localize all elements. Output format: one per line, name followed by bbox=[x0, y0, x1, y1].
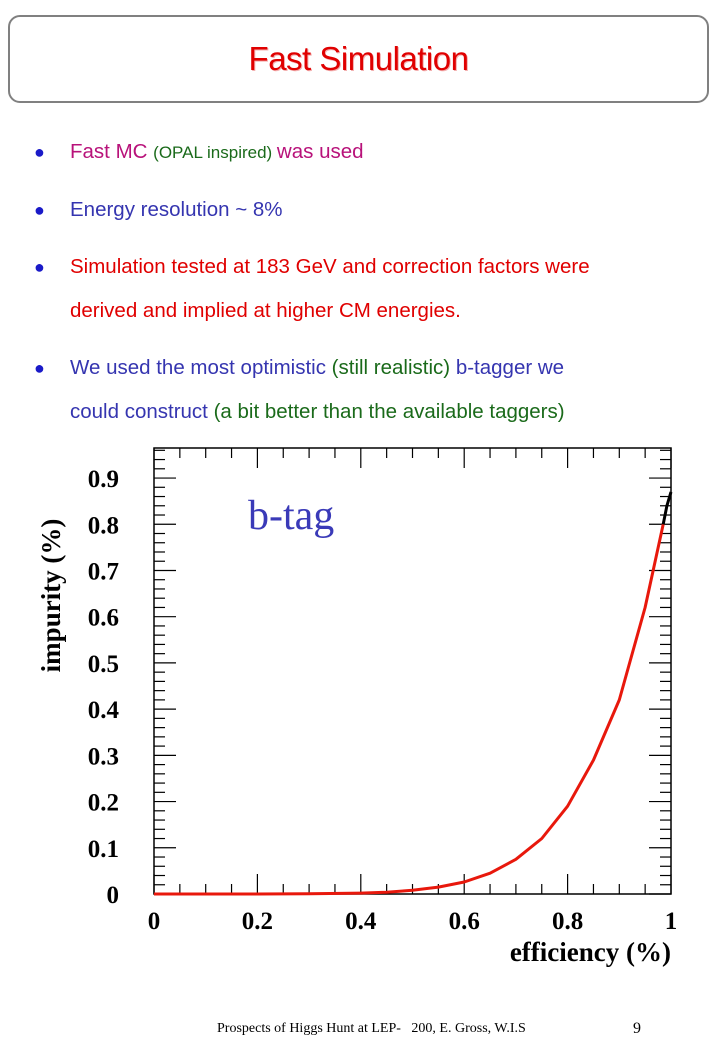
x-tick-label: 0.6 bbox=[449, 908, 480, 935]
x-tick-label: 0.4 bbox=[345, 908, 377, 935]
bullet-2-text: Energy resolution ~ 8% bbox=[70, 198, 283, 221]
bullet-1-part-3: was used bbox=[276, 140, 364, 163]
title-box: Fast Simulation bbox=[8, 15, 709, 103]
y-tick-label: 0 bbox=[107, 882, 120, 909]
bullet-dot-icon: ● bbox=[34, 358, 45, 378]
bullet-4-line-1-part-2: (still realistic) bbox=[331, 356, 456, 379]
btag-chart: 0 0.2 0.4 0.6 0.8 1 0 0.1 0.2 0.3 0.4 0.5 0.6 0.7 0.8 0… bbox=[36, 447, 678, 967]
y-tick-label: 0.9 bbox=[88, 466, 119, 493]
y-tick-label: 0.6 bbox=[88, 605, 119, 632]
chart-annotation: b-tag bbox=[248, 493, 334, 539]
btag-curve-end bbox=[661, 491, 673, 525]
y-tick-label: 0.4 bbox=[88, 697, 120, 724]
x-axis-label: efficiency (%) bbox=[510, 937, 671, 967]
x-tick-label: 0.2 bbox=[242, 908, 273, 935]
bullet-dot-icon: ● bbox=[34, 200, 45, 220]
bullet-dot-icon: ● bbox=[34, 257, 45, 277]
bullet-dot-icon: ● bbox=[34, 142, 45, 162]
bullet-3-line-1: Simulation tested at 183 GeV and correct… bbox=[70, 255, 590, 278]
footer-text: Prospects of Higgs Hunt at LEP- 200, E. … bbox=[217, 1021, 526, 1036]
bullet-4-line-1-part-1: We used the most optimistic bbox=[70, 356, 332, 379]
plot-frame bbox=[153, 447, 672, 895]
y-tick-label: 0.1 bbox=[88, 836, 119, 863]
bullet-text: Fast MC (OPAL inspired) was used bbox=[70, 130, 364, 175]
bullet-4-line-1: We used the most optimistic (still reali… bbox=[70, 346, 564, 390]
bullet-4-line-2-part-2: (a bit better than the available taggers… bbox=[213, 400, 565, 423]
bullet-4-line-2-part-1: could construct bbox=[70, 400, 214, 423]
slide-title: Fast Simulation bbox=[248, 40, 469, 77]
y-tick-label: 0.8 bbox=[88, 512, 119, 539]
btag-curve bbox=[154, 523, 665, 896]
x-tick-label: 1 bbox=[665, 908, 678, 935]
x-tick-label: 0 bbox=[148, 908, 161, 935]
x-tick-label: 0.8 bbox=[552, 908, 583, 935]
y-tick-label: 0.5 bbox=[88, 651, 119, 678]
bullet-1-part-2: (OPAL inspired) bbox=[153, 143, 277, 162]
axis-ticks bbox=[153, 448, 672, 895]
y-tick-label: 0.3 bbox=[88, 743, 119, 770]
bullet-4-line-2: could construct (a bit better than the a… bbox=[70, 390, 565, 434]
bullet-4-line-1-part-3: b-tagger we bbox=[455, 356, 565, 379]
y-tick-label: 0.7 bbox=[88, 558, 119, 585]
tick-labels: 0 0.2 0.4 0.6 0.8 1 0 0.1 0.2 0.3 0.4 0.5 0.6 0.7 0.8 0… bbox=[88, 466, 678, 935]
bullet-3-line-2: derived and implied at higher CM energie… bbox=[70, 299, 461, 322]
y-tick-label: 0.2 bbox=[88, 790, 119, 817]
bullet-1-part-1: Fast MC bbox=[70, 140, 154, 163]
curve-layer bbox=[154, 491, 673, 896]
page-number: 9 bbox=[633, 1020, 641, 1037]
y-axis-label: impurity (%) bbox=[36, 519, 66, 673]
